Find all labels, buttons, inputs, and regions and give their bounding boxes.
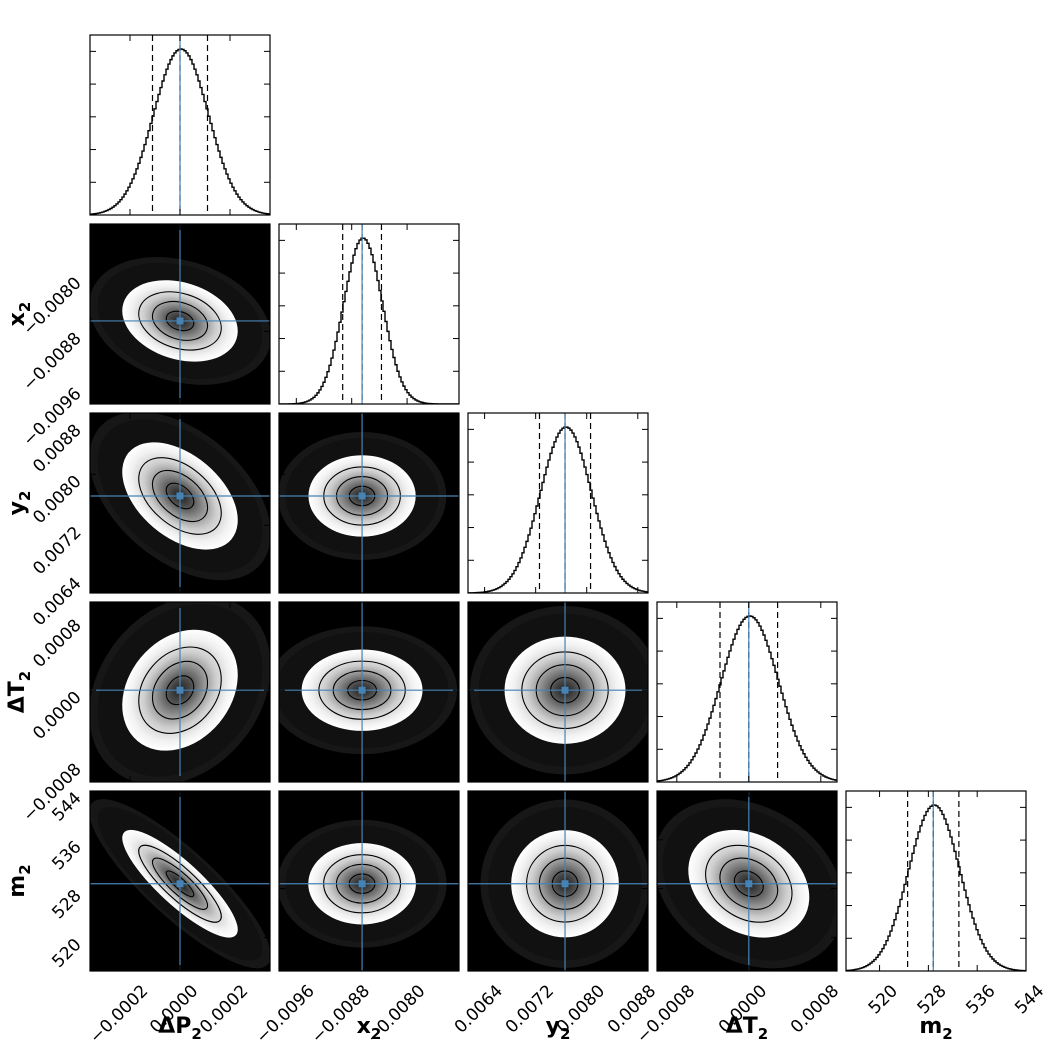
- panel-4-1: [278, 790, 460, 972]
- panel-frame: [278, 601, 460, 783]
- x-axis-label-0: ΔP2: [158, 1014, 202, 1043]
- contour-2-0-2: [165, 482, 195, 510]
- truth-marker: [176, 686, 184, 694]
- panel-2-2: [467, 412, 649, 594]
- panel-frame: [467, 601, 649, 783]
- panel-frame: [467, 412, 649, 594]
- contour-4-0-1: [151, 857, 209, 910]
- panel-frame: [278, 412, 460, 594]
- panel-frame: [278, 790, 460, 972]
- y-axis-label-3: ΔT2: [5, 671, 34, 713]
- contour-4-0-0: [138, 844, 222, 923]
- x-tick-label-0-2: 0.0002: [196, 981, 252, 1037]
- x-tick-label-4-0: 520: [865, 981, 902, 1018]
- y-axis-label-2: y2: [5, 491, 34, 516]
- y-tick-label-2-1: 0.0072: [29, 523, 85, 579]
- y-tick-label-2-2: 0.0080: [29, 472, 85, 528]
- contour-3-0-1: [151, 660, 209, 720]
- panel-2-1: [278, 412, 460, 594]
- panel-4-2: [467, 790, 649, 972]
- histogram-4: [846, 804, 1026, 971]
- truth-marker: [176, 492, 184, 500]
- contour-2-0-1: [151, 469, 209, 523]
- contour-4-0-2: [165, 870, 195, 898]
- x-tick-label-4-3: 544: [1011, 981, 1048, 1018]
- contour-4-3-1: [719, 857, 779, 910]
- contour-1-0-2: [165, 310, 195, 332]
- truth-marker: [745, 880, 753, 888]
- y-axis-label-4: m2: [5, 864, 34, 897]
- panel-2-0: [89, 412, 271, 594]
- contour-1-0-0: [138, 291, 222, 351]
- truth-marker: [358, 880, 366, 888]
- x-axis-label-4: m2: [919, 1014, 952, 1043]
- panel-4-4: [845, 790, 1027, 972]
- contour-1-0-1: [151, 300, 209, 341]
- contour-3-0-0: [138, 646, 222, 734]
- panel-1-1: [278, 223, 460, 405]
- truth-marker: [358, 686, 366, 694]
- panel-4-3: [656, 790, 838, 972]
- panel-frame: [845, 790, 1027, 972]
- truth-marker: [176, 317, 184, 325]
- panel-4-0: [89, 790, 271, 972]
- x-tick-label-0-0: −0.0002: [86, 981, 152, 1047]
- x-tick-label-4-1: 528: [914, 981, 951, 1018]
- contour-4-3-2: [733, 870, 764, 898]
- y-axis-label-1: x2: [5, 302, 34, 327]
- x-axis-label-1: x2: [357, 1014, 382, 1043]
- panel-frame: [656, 790, 838, 972]
- x-tick-label-2-0: 0.0064: [451, 981, 507, 1037]
- truth-marker: [176, 880, 184, 888]
- y-tick-label-3-1: 0.0000: [29, 688, 85, 744]
- x-tick-label-1-0: −0.0096: [252, 981, 318, 1047]
- y-tick-label-4-0: 520: [48, 935, 85, 972]
- panel-3-0: [89, 601, 271, 783]
- y-tick-label-1-1: −0.0088: [19, 329, 85, 395]
- panel-1-0: [89, 223, 271, 405]
- panel-frame: [467, 790, 649, 972]
- panel-frame: [656, 601, 838, 783]
- histogram-1: [279, 237, 459, 404]
- x-axis-label-3: ΔT2: [726, 1014, 768, 1043]
- y-tick-label-4-1: 528: [48, 886, 85, 923]
- truth-marker: [561, 880, 569, 888]
- histogram-3: [657, 615, 837, 782]
- histogram-2: [468, 426, 648, 593]
- y-tick-label-4-2: 536: [48, 837, 85, 874]
- panel-3-3: [656, 601, 838, 783]
- panel-frame: [278, 223, 460, 405]
- truth-marker: [561, 686, 569, 694]
- x-tick-label-3-2: 0.0008: [787, 981, 843, 1037]
- contour-2-0-0: [138, 457, 222, 535]
- x-tick-label-4-2: 536: [962, 981, 999, 1018]
- x-axis-label-2: y2: [546, 1014, 571, 1043]
- contour-4-3-0: [705, 844, 793, 923]
- panel-0-0: [89, 34, 271, 216]
- panel-3-2: [467, 601, 649, 783]
- panel-3-1: [278, 601, 460, 783]
- truth-marker: [358, 492, 366, 500]
- contour-3-0-2: [165, 675, 195, 706]
